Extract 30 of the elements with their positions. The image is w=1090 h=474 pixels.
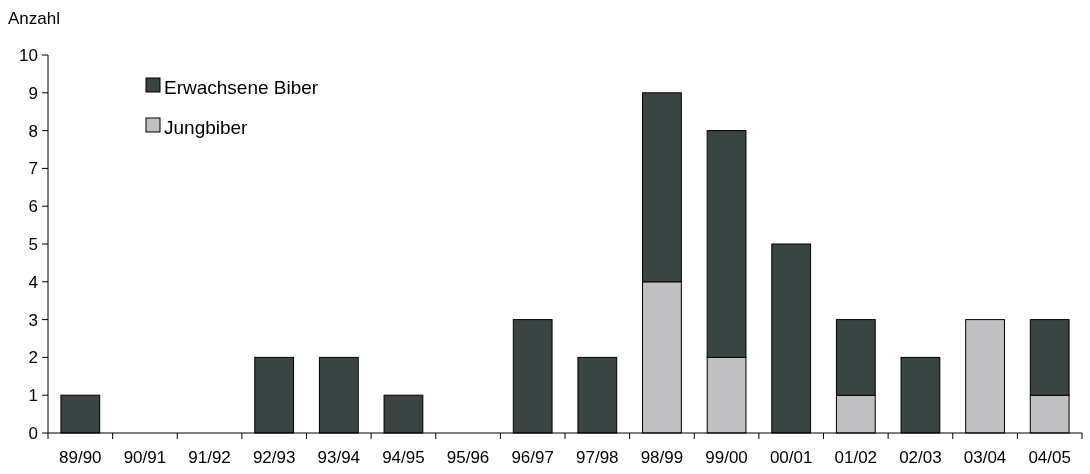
y-tick-label: 4 [28,272,38,292]
x-tick-label: 94/95 [382,448,425,467]
x-tick-label: 93/94 [317,448,361,467]
x-tick-label: 96/97 [511,448,554,467]
x-tick-label: 90/91 [123,448,167,467]
x-tick-label: 03/04 [963,448,1007,467]
x-tick-label: 98/99 [640,448,684,467]
legend-label: Erwachsene Biber [164,76,319,98]
y-tick-label: 10 [19,45,38,65]
y-tick-label: 0 [28,423,38,443]
legend-label: Jungbiber [164,116,249,138]
x-tick-label: 91/92 [188,448,231,467]
x-tick-label: 04/05 [1028,448,1071,467]
y-tick-label: 3 [28,310,38,330]
x-tick-label: 02/03 [899,448,942,467]
y-tick-label: 2 [28,348,38,368]
x-tick-label: 99/00 [705,448,748,467]
y-axis-title: Anzahl [8,9,60,28]
y-tick-label: 1 [28,386,38,406]
y-tick-label: 5 [28,234,38,254]
y-tick-label: 6 [28,197,38,217]
x-tick-label: 01/02 [834,448,878,467]
y-tick-label: 7 [28,159,38,179]
x-tick-label: 92/93 [252,448,296,467]
y-tick-label: 8 [28,121,38,141]
x-tick-label: 89/90 [59,448,102,467]
y-tick-label: 9 [28,83,38,103]
x-tick-label: 97/98 [576,448,619,467]
x-tick-label: 95/96 [446,448,490,467]
x-tick-label: 00/01 [769,448,813,467]
